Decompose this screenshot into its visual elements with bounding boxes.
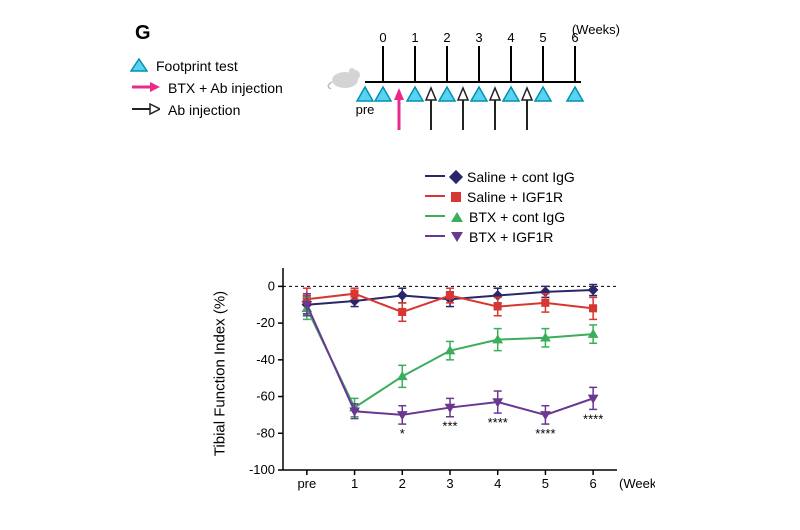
svg-text:1: 1 — [411, 30, 418, 45]
svg-text:(Weeks): (Weeks) — [619, 476, 655, 491]
svg-text:****: **** — [535, 426, 555, 441]
diamond-icon — [449, 170, 463, 184]
svg-text:6: 6 — [571, 30, 578, 45]
svg-text:4: 4 — [507, 30, 514, 45]
triangle-up-icon — [451, 212, 463, 222]
legend-text: BTX + Ab injection — [168, 80, 283, 96]
triangle-down-icon — [451, 232, 463, 242]
series-label: Saline + cont IgG — [467, 169, 575, 185]
triangle-icon — [130, 58, 148, 75]
svg-text:4: 4 — [494, 476, 501, 491]
svg-text:5: 5 — [539, 30, 546, 45]
svg-text:2: 2 — [399, 476, 406, 491]
svg-text:****: **** — [583, 411, 603, 426]
timeline: (Weeks) 0123456pre — [335, 24, 615, 134]
line-icon — [425, 209, 445, 225]
svg-text:pre: pre — [356, 102, 375, 117]
svg-text:-100: -100 — [249, 462, 275, 477]
svg-text:0: 0 — [379, 30, 386, 45]
series-label: BTX + cont IgG — [469, 209, 565, 225]
square-icon — [451, 192, 461, 202]
line-icon — [425, 229, 445, 245]
svg-text:-60: -60 — [256, 389, 275, 404]
legend-text: Ab injection — [168, 102, 240, 118]
svg-text:1: 1 — [351, 476, 358, 491]
y-axis-label: Tibial Function Index (%) — [212, 284, 229, 464]
series-row: Saline + IGF1R — [425, 187, 575, 207]
svg-text:-80: -80 — [256, 425, 275, 440]
series-legend: Saline + cont IgG Saline + IGF1R BTX + c… — [425, 167, 575, 247]
svg-text:*: * — [400, 426, 405, 441]
series-label: BTX + IGF1R — [469, 229, 553, 245]
series-label: Saline + IGF1R — [467, 189, 563, 205]
series-row: Saline + cont IgG — [425, 167, 575, 187]
line-icon — [425, 169, 445, 185]
line-chart: Tibial Function Index (%) 0-20-40-60-80-… — [235, 260, 655, 510]
svg-text:-20: -20 — [256, 315, 275, 330]
arrow-icon — [130, 102, 160, 119]
series-row: BTX + IGF1R — [425, 227, 575, 247]
svg-text:-40: -40 — [256, 352, 275, 367]
arrow-icon — [130, 80, 160, 97]
legend-text: Footprint test — [156, 58, 238, 74]
line-icon — [425, 189, 445, 205]
svg-text:3: 3 — [446, 476, 453, 491]
legend-footprint: Footprint test — [130, 56, 283, 76]
chart-svg: 0-20-40-60-80-100pre123456(Weeks)*******… — [235, 260, 655, 510]
timeline-svg: 0 1 2 3 4 5 6 pre — [325, 24, 615, 144]
svg-text:0: 0 — [268, 278, 275, 293]
panel-label: G — [135, 22, 151, 45]
svg-text:2: 2 — [443, 30, 450, 45]
svg-text:***: *** — [442, 419, 457, 434]
series-row: BTX + cont IgG — [425, 207, 575, 227]
legend-btx-ab: BTX + Ab injection — [130, 78, 283, 98]
legend-ab: Ab injection — [130, 100, 283, 120]
svg-text:6: 6 — [590, 476, 597, 491]
svg-text:5: 5 — [542, 476, 549, 491]
svg-text:pre: pre — [297, 476, 316, 491]
experiment-legend: Footprint test BTX + Ab injection Ab inj… — [130, 56, 283, 122]
svg-text:****: **** — [488, 415, 508, 430]
svg-text:3: 3 — [475, 30, 482, 45]
